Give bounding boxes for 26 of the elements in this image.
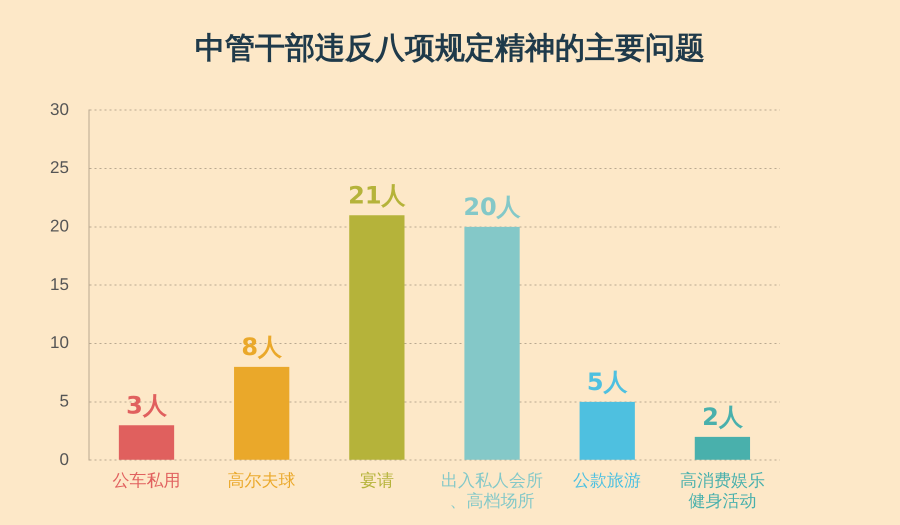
data-label: 8人 — [241, 333, 284, 362]
data-label: 21人 — [348, 181, 407, 210]
bar — [580, 402, 635, 460]
x-tick-label: 高消费娱乐健身活动 — [680, 471, 765, 510]
y-tick-label: 15 — [50, 274, 69, 294]
y-tick-label: 0 — [59, 450, 69, 469]
x-tick-label: 高尔夫球 — [228, 471, 296, 490]
y-tick-label: 5 — [59, 392, 69, 411]
y-tick-label: 10 — [50, 333, 69, 352]
bar — [349, 215, 405, 460]
x-tick-label: 宴请 — [360, 471, 394, 490]
data-label: 2人 — [702, 403, 744, 432]
bar — [234, 366, 290, 460]
y-tick-label: 20 — [50, 216, 69, 236]
y-tick-label: 30 — [50, 100, 69, 119]
data-label: 20人 — [463, 193, 522, 222]
x-tick-label: 公款旅游 — [573, 471, 642, 490]
data-label: 5人 — [586, 368, 629, 396]
x-tick-label: 公车私用 — [112, 471, 180, 490]
chart-title: 中管干部违反八项规定精神的主要问题 — [194, 30, 706, 68]
data-label: 3人 — [126, 391, 168, 420]
bar — [118, 425, 174, 460]
x-tick-label: 出入私人会所、高档场所 — [441, 471, 544, 510]
bar — [464, 226, 520, 460]
bar — [694, 436, 750, 460]
y-tick-label: 25 — [50, 158, 69, 178]
